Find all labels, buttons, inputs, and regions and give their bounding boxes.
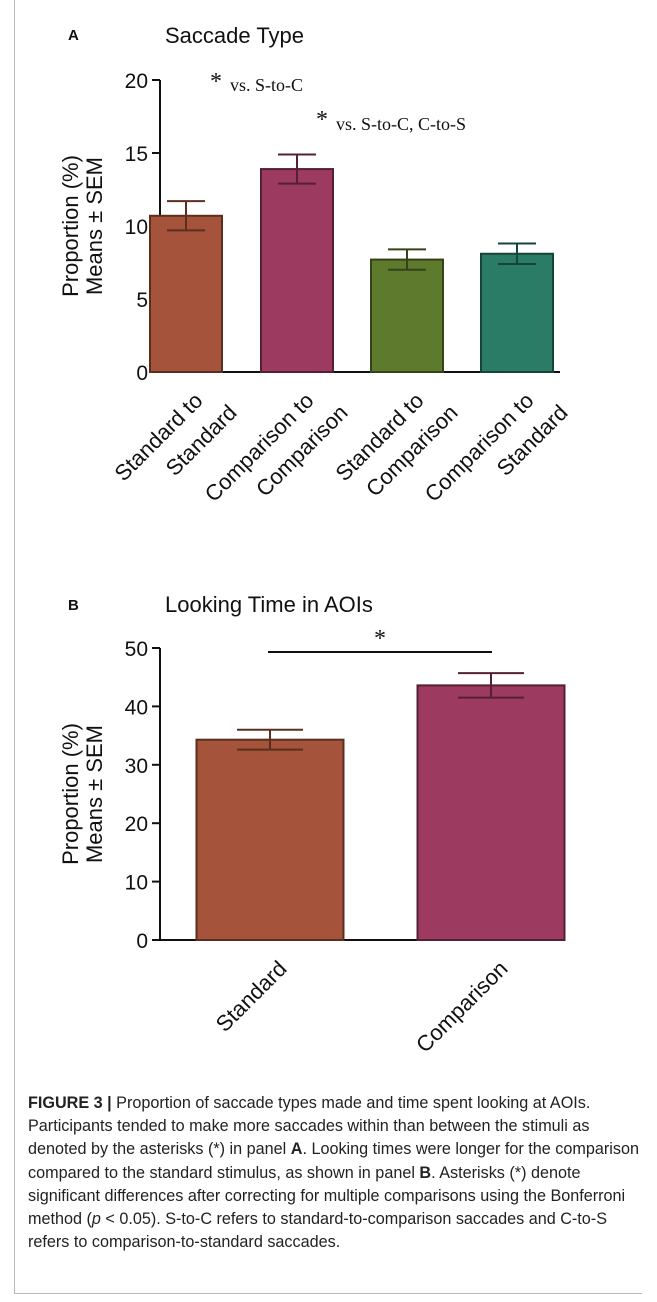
- y-axis-label: Proportion (%): [58, 155, 83, 297]
- y-axis-label-line-2: Means ± SEM: [82, 725, 107, 863]
- y-tick-label: 5: [136, 289, 148, 312]
- significance-asterisk: *: [374, 626, 386, 652]
- x-tick-label: Comparison: [411, 956, 513, 1058]
- x-tick-label: Standard: [211, 956, 292, 1037]
- bar: [418, 685, 565, 940]
- bar: [481, 254, 553, 372]
- panel-letter: B: [68, 597, 79, 614]
- bar: [261, 169, 333, 372]
- y-tick-label: 15: [125, 143, 148, 166]
- caption-text-4: < 0.05). S-to-C refers to standard-to-co…: [28, 1210, 607, 1251]
- bar: [150, 216, 222, 372]
- chart-title: Saccade Type: [165, 23, 304, 48]
- y-tick-label: 0: [136, 362, 148, 385]
- bar: [371, 260, 443, 372]
- y-tick-label: 50: [125, 638, 148, 661]
- y-axis-label-line-2: Means ± SEM: [82, 157, 107, 295]
- chart-panel-a: A Saccade Type Proportion (%) Means ± SEM 0 5…: [58, 23, 573, 507]
- y-tick-label: 10: [125, 872, 148, 895]
- caption-p-symbol: p: [92, 1210, 101, 1228]
- annotation-label: vs. S-to-C: [230, 75, 303, 95]
- y-tick-label: 40: [125, 696, 148, 719]
- y-tick-label: 20: [125, 70, 148, 93]
- significance-asterisk: *: [210, 69, 222, 95]
- caption-panel-b: B: [419, 1164, 431, 1182]
- figure-frame-bottom: [14, 1293, 642, 1294]
- chart-title: Looking Time in AOIs: [165, 592, 373, 617]
- caption-label: FIGURE 3 |: [28, 1094, 112, 1112]
- y-axis-label: Proportion (%): [58, 723, 83, 865]
- y-tick-label: 20: [125, 813, 148, 836]
- y-tick-label: 10: [125, 216, 148, 239]
- significance-asterisk: *: [316, 107, 328, 133]
- panel-letter: A: [68, 27, 79, 44]
- y-tick-label: 0: [136, 930, 148, 953]
- chart-panel-b: B Looking Time in AOIs Proportion (%) Means…: [58, 592, 565, 1057]
- bar: [197, 740, 344, 940]
- figure-caption: FIGURE 3 | Proportion of saccade types m…: [28, 1092, 644, 1254]
- annotation-label: vs. S-to-C, C-to-S: [336, 114, 466, 134]
- caption-panel-a: A: [291, 1140, 303, 1158]
- y-tick-label: 30: [125, 755, 148, 778]
